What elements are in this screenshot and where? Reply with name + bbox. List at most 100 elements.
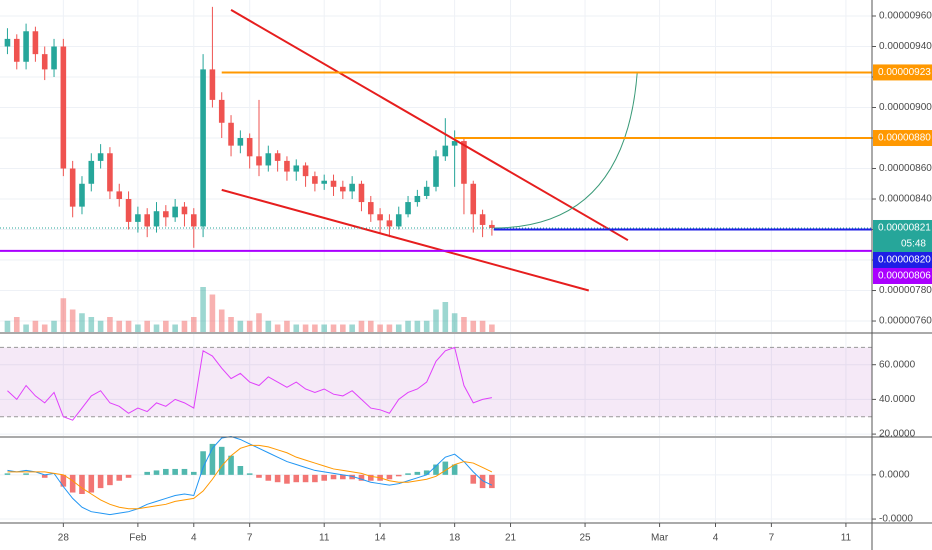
volume-bar: [51, 320, 57, 332]
macd-histogram-bar: [237, 466, 244, 475]
candle-body: [116, 191, 123, 200]
volume-bar: [237, 320, 244, 332]
candle-body: [442, 145, 449, 157]
volume-bar: [163, 320, 169, 332]
macd-histogram-bar: [172, 468, 178, 475]
macd-histogram-bar: [97, 474, 104, 489]
volume-bar: [107, 317, 113, 332]
candle-body: [4, 38, 11, 47]
volume-bar: [423, 320, 430, 332]
macd-histogram-bar: [116, 474, 123, 481]
macd-histogram-bar: [190, 471, 197, 475]
volume-bar: [32, 320, 39, 332]
volume-bar: [395, 324, 402, 332]
candle-body: [367, 202, 374, 215]
rsi-line: [7, 346, 492, 421]
macd-histogram-bar: [228, 455, 234, 475]
x-tick-label: 7: [247, 533, 253, 544]
macd-histogram-bar: [153, 470, 160, 475]
candle-body: [209, 69, 216, 100]
y-tick-label: 20.0000: [879, 429, 916, 440]
y-tick-label: 40.0000: [879, 394, 916, 405]
candle-body: [51, 46, 57, 70]
macd-histogram-bar: [209, 443, 216, 475]
candle-body: [153, 211, 160, 227]
candle-body: [395, 214, 402, 227]
macd-histogram-bar: [367, 474, 374, 481]
macd-histogram-bar: [265, 474, 272, 481]
macd-histogram-bar: [433, 464, 439, 475]
volume-bar: [284, 320, 290, 332]
candle-body: [60, 46, 67, 169]
candle-body: [377, 214, 383, 221]
candle-body: [423, 186, 430, 196]
macd-histogram-bar: [200, 451, 206, 475]
macd-histogram-bar: [442, 461, 449, 475]
candle-body: [405, 202, 411, 215]
candle-body: [302, 165, 309, 177]
volume-bar: [358, 320, 365, 332]
x-tick-label: 7: [769, 533, 775, 544]
macd-histogram-bar: [88, 474, 95, 493]
macd-histogram-bar: [340, 474, 346, 480]
macd-histogram-bar: [386, 474, 393, 480]
x-tick-label: 18: [449, 533, 461, 544]
macd-histogram-bar: [330, 474, 337, 480]
x-tick-label: 4: [713, 533, 719, 544]
x-tick-label: 21: [505, 533, 517, 544]
macd-histogram-bar: [321, 474, 327, 481]
volume-bar: [461, 317, 467, 332]
volume-bar: [377, 324, 383, 332]
candle-body: [349, 183, 355, 192]
candle-body: [451, 141, 458, 146]
volume-bar: [209, 294, 216, 332]
macd-histogram-bar: [60, 474, 67, 487]
x-tick-label: 4: [191, 533, 197, 544]
trendline: [230, 9, 629, 242]
candle-body: [13, 38, 20, 62]
volume-bar: [265, 320, 272, 332]
macd-histogram-bar: [163, 468, 169, 475]
macd-histogram-bar: [302, 474, 309, 483]
macd-histogram-bar: [79, 474, 85, 494]
volume-bar: [228, 317, 234, 332]
volume-bar: [190, 317, 197, 332]
projection-curve: [493, 72, 638, 229]
volume-bar: [330, 324, 337, 332]
macd-histogram-bar: [23, 473, 29, 475]
candle-body: [321, 180, 327, 184]
macd-histogram-bar: [107, 474, 113, 486]
volume-bar: [405, 320, 411, 332]
price-label: 0.00000880: [878, 133, 931, 144]
volume-bar: [181, 320, 188, 332]
candle-body: [237, 138, 244, 146]
y-tick-label: 60.0000: [879, 359, 916, 370]
candle-body: [135, 214, 141, 222]
macd-histogram-bar: [256, 474, 262, 478]
y-tick-label: 0.00000860: [879, 163, 932, 174]
y-tick-label: 0.00000760: [879, 316, 932, 327]
volume-bar: [13, 317, 20, 332]
macd-histogram-bar: [274, 474, 281, 483]
macd-histogram-bar: [181, 468, 188, 475]
y-tick-label: 0.00000960: [879, 11, 932, 22]
candle-body: [218, 99, 225, 123]
volume-bar: [246, 320, 253, 332]
x-tick-label: 11: [841, 533, 852, 544]
y-tick-label: 0.00000840: [879, 194, 932, 205]
volume-bar: [200, 287, 206, 332]
macd-histogram-bar: [349, 474, 355, 480]
candle-body: [97, 153, 104, 161]
candle-body: [200, 69, 206, 227]
macd-histogram-bar: [144, 471, 150, 475]
price-label-box: [873, 251, 932, 268]
candle-body: [125, 199, 132, 222]
macd-histogram-bar: [479, 474, 486, 489]
candle-body: [461, 141, 467, 184]
volume-bar: [433, 309, 439, 332]
y-tick-label: 0.00000940: [879, 41, 932, 52]
candle-body: [489, 224, 495, 228]
volume-bar: [489, 324, 495, 332]
volume-bar: [4, 320, 11, 332]
